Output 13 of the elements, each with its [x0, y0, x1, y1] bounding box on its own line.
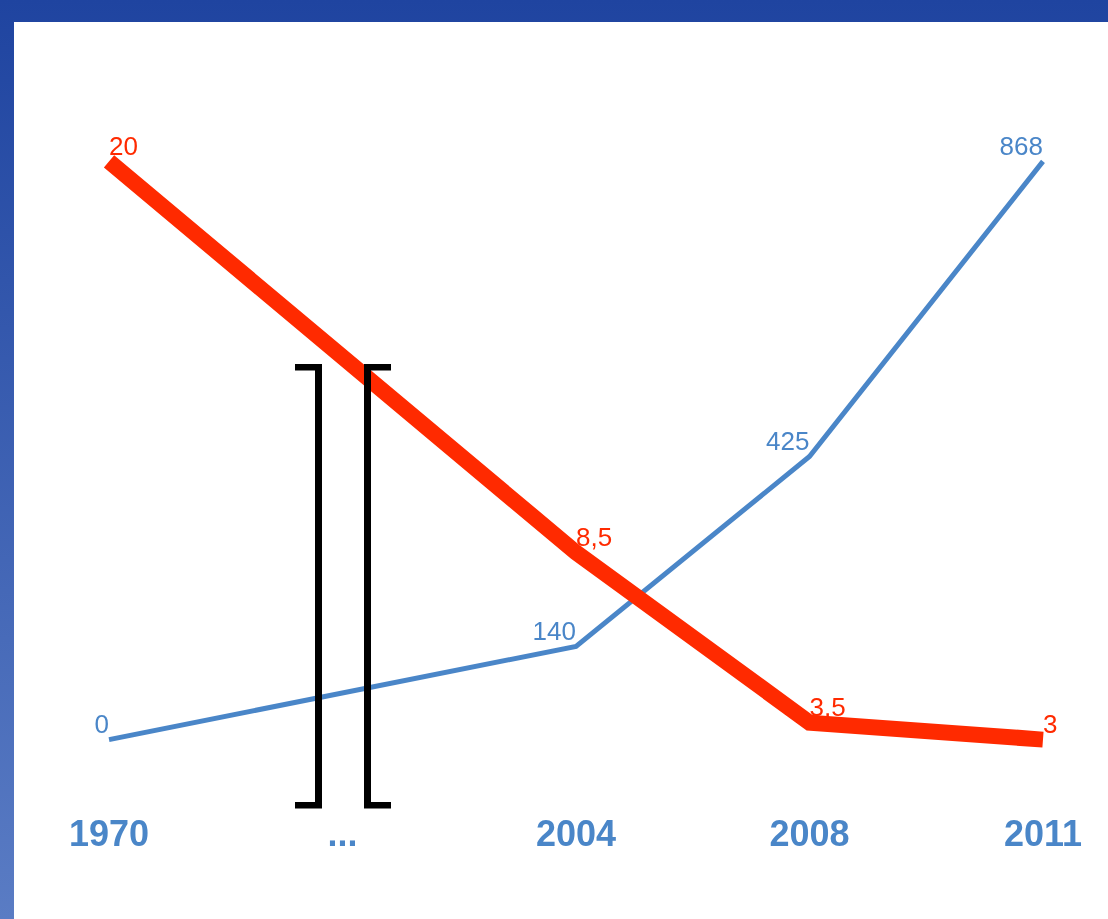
data-label: 3,5 — [809, 692, 846, 723]
x-tick-label: 2008 — [769, 813, 850, 854]
data-label: 868 — [999, 130, 1043, 161]
data-label: 3 — [1042, 709, 1058, 740]
x-tick-label: 1970 — [68, 813, 150, 854]
data-label: 425 — [766, 426, 810, 456]
data-label: 8,5 — [576, 522, 613, 553]
data-label: 140 — [532, 615, 576, 646]
data-label: 0 — [94, 709, 110, 740]
x-tick-label: 2004 — [535, 813, 617, 854]
x-tick-label: ... — [327, 813, 358, 854]
x-tick-label: 2011 — [1003, 813, 1083, 854]
data-label: 20 — [109, 130, 138, 161]
